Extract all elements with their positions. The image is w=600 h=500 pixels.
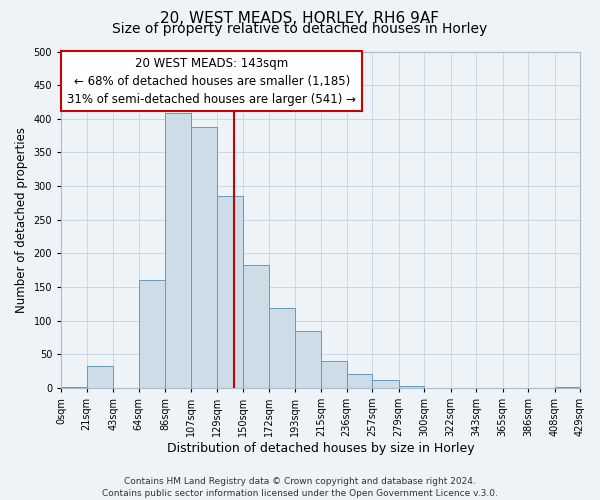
Bar [242,265,269,388]
Text: Contains HM Land Registry data © Crown copyright and database right 2024.
Contai: Contains HM Land Registry data © Crown c… [102,476,498,498]
Bar [86,366,113,388]
Text: 20, WEST MEADS, HORLEY, RH6 9AF: 20, WEST MEADS, HORLEY, RH6 9AF [161,11,439,26]
Bar [269,308,295,388]
Bar [61,386,86,388]
Bar [191,127,217,388]
Bar [372,380,398,388]
Text: 20 WEST MEADS: 143sqm
← 68% of detached houses are smaller (1,185)
31% of semi-d: 20 WEST MEADS: 143sqm ← 68% of detached … [67,56,356,106]
Bar [398,386,424,388]
Bar [347,374,372,388]
Bar [321,361,347,388]
Bar [554,386,580,388]
Y-axis label: Number of detached properties: Number of detached properties [15,126,28,312]
Text: Size of property relative to detached houses in Horley: Size of property relative to detached ho… [112,22,488,36]
Bar [139,280,165,388]
Bar [295,330,321,388]
X-axis label: Distribution of detached houses by size in Horley: Distribution of detached houses by size … [167,442,475,455]
Bar [217,196,242,388]
Bar [165,114,191,388]
